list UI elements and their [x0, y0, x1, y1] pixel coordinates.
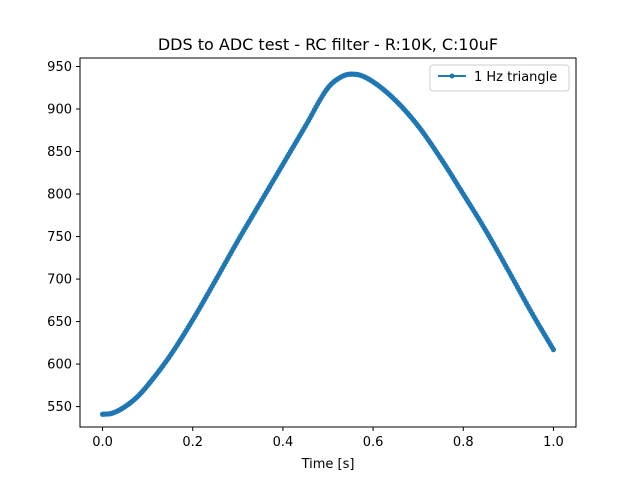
y-tick-label: 650: [47, 315, 72, 330]
plot-frame: [79, 57, 577, 428]
x-tick-label: 0.6: [363, 435, 384, 450]
y-tick-label: 950: [47, 60, 72, 75]
y-tick-label: 850: [47, 145, 72, 160]
legend-entry-label: 1 Hz triangle: [474, 70, 557, 85]
plot-area: [79, 57, 577, 428]
y-tick-label: 550: [47, 400, 72, 415]
series-layer: [99, 71, 557, 417]
y-tick-label: 750: [47, 230, 72, 245]
data-point: [550, 347, 557, 353]
x-tick-label: 0.8: [453, 435, 474, 450]
chart-title: DDS to ADC test - RC filter - R:10K, C:1…: [158, 35, 498, 54]
y-tick-label: 900: [47, 103, 72, 118]
x-axis-label: Time [s]: [301, 457, 355, 472]
y-axis: 550 600 650 700 750 800 850 900 950: [47, 60, 80, 415]
legend-marker-swatch: [449, 73, 455, 79]
x-tick-label: 0.2: [182, 435, 203, 450]
x-axis: 0.0 0.2 0.4 0.6 0.8 1.0: [92, 427, 564, 450]
x-tick-label: 0.4: [273, 435, 294, 450]
legend-box: [429, 64, 570, 92]
x-tick-label: 1.0: [543, 435, 564, 450]
y-tick-label: 600: [47, 358, 72, 373]
legend: 1 Hz triangle: [429, 64, 570, 92]
x-tick-label: 0.0: [92, 435, 113, 450]
y-tick-label: 700: [47, 273, 72, 288]
y-tick-label: 800: [47, 188, 72, 203]
